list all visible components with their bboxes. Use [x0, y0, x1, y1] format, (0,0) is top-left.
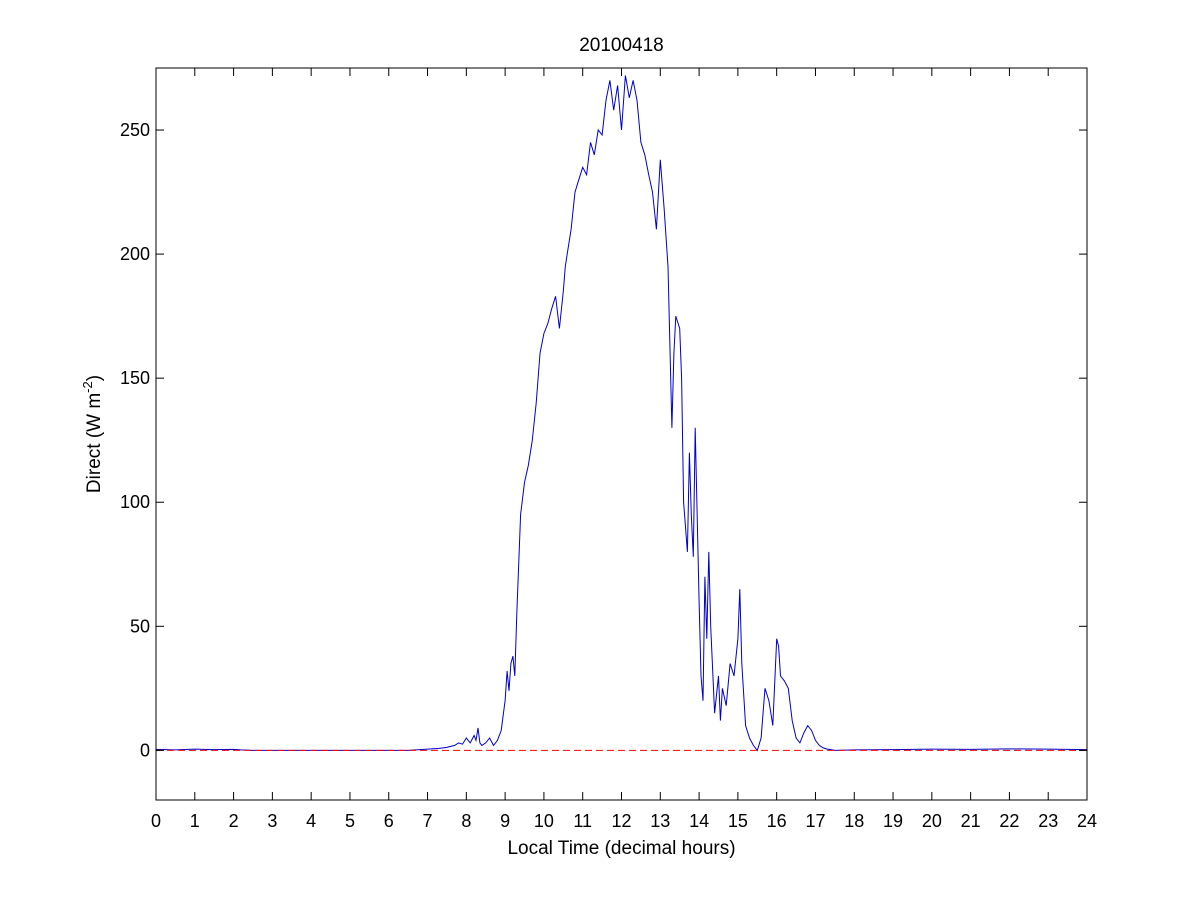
x-tick-label: 2	[229, 811, 239, 831]
y-axis-label-main: Direct (W m	[84, 393, 105, 493]
x-tick-label: 0	[151, 811, 161, 831]
y-axis-label-superscript: -2	[80, 381, 95, 393]
x-tick-label: 23	[1038, 811, 1058, 831]
x-tick-label: 6	[384, 811, 394, 831]
plot-area	[156, 68, 1087, 800]
x-tick-label: 11	[573, 811, 592, 831]
y-tick-label: 250	[120, 120, 150, 140]
x-tick-label: 9	[500, 811, 510, 831]
x-tick-label: 24	[1077, 811, 1097, 831]
x-tick-label: 10	[534, 811, 554, 831]
y-tick-label: 100	[120, 492, 150, 512]
x-tick-label: 14	[689, 811, 709, 831]
y-tick-label: 50	[130, 616, 150, 636]
direct-irradiance-line	[155, 75, 1088, 752]
x-tick-label: 5	[345, 811, 355, 831]
x-tick-label: 13	[650, 811, 670, 831]
x-tick-label: 4	[306, 811, 316, 831]
x-tick-label: 20	[922, 811, 942, 831]
x-tick-label: 3	[267, 811, 277, 831]
x-tick-label: 16	[767, 811, 787, 831]
y-axis-label-close: )	[84, 375, 105, 381]
chart-title: 20100418	[579, 35, 664, 56]
y-ticks: 0 50 100 150 200 250	[120, 120, 1087, 760]
x-tick-label: 19	[883, 811, 903, 831]
x-tick-label: 18	[844, 811, 864, 831]
x-tick-label: 12	[611, 811, 631, 831]
x-tick-label: 7	[423, 811, 433, 831]
x-axis-label: Local Time (decimal hours)	[507, 838, 735, 859]
x-tick-label: 22	[999, 811, 1019, 831]
y-tick-label: 0	[140, 740, 150, 760]
y-axis-label: Direct (W m-2)	[80, 375, 105, 493]
x-ticks: 0 1 2 3 4 5 6 7 8 9 10 11 12 13 14 15 16 17 18 19 20 21 22 23 24	[151, 68, 1097, 831]
x-tick-label: 1	[190, 811, 200, 831]
x-tick-label: 8	[461, 811, 471, 831]
x-tick-label: 21	[961, 811, 981, 831]
x-tick-label: 15	[728, 811, 748, 831]
series-layer	[155, 75, 1088, 752]
y-tick-label: 200	[120, 244, 150, 264]
y-tick-label: 150	[120, 368, 150, 388]
x-tick-label: 17	[805, 811, 825, 831]
